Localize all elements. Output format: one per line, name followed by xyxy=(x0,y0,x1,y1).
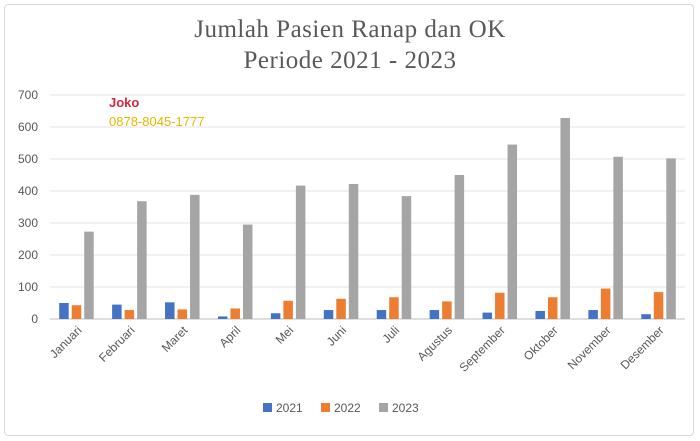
x-tick-label: November xyxy=(565,323,614,372)
bar-2022-april xyxy=(230,308,240,319)
bar-2023-agustus xyxy=(454,175,465,319)
x-tick-label: Mei xyxy=(273,323,297,347)
x-tick-label: April xyxy=(216,323,243,350)
legend-swatch-2021 xyxy=(263,403,272,412)
bar-2023-oktober xyxy=(560,118,570,319)
legend-label-2022: 2022 xyxy=(334,401,361,415)
bar-2021-desember xyxy=(641,314,651,319)
bar-2021-november xyxy=(588,310,598,319)
bar-2022-januari xyxy=(71,305,82,319)
x-tick-label: Oktober xyxy=(521,323,561,363)
y-tick-label: 500 xyxy=(18,152,38,166)
bar-2023-januari xyxy=(84,231,94,319)
bar-2022-juni xyxy=(336,298,346,319)
bar-2022-mei xyxy=(283,300,293,319)
bar-2023-juli xyxy=(401,196,412,319)
bar-2022-maret xyxy=(177,309,188,319)
bar-2021-januari xyxy=(59,303,69,319)
bar-2021-agustus xyxy=(429,310,440,319)
bar-2021-september xyxy=(482,312,493,319)
watermark-name: Joko xyxy=(109,95,140,110)
x-tick-label: Agustus xyxy=(414,323,455,364)
bar-2022-desember xyxy=(653,292,664,319)
y-tick-label: 700 xyxy=(18,88,38,102)
y-tick-label: 400 xyxy=(18,184,38,198)
bar-2021-juli xyxy=(376,310,387,319)
y-tick-label: 0 xyxy=(31,312,38,326)
bar-2023-maret xyxy=(190,194,200,319)
x-tick-label: Januari xyxy=(47,323,85,361)
bar-2022-juli xyxy=(389,297,399,319)
bar-2023-november xyxy=(613,156,623,319)
x-tick-label: Maret xyxy=(159,323,191,355)
bar-2022-september xyxy=(495,292,505,319)
bar-2021-oktober xyxy=(535,311,545,319)
chart-title-line1: Jumlah Pasien Ranap dan OK xyxy=(194,16,506,43)
bar-2022-agustus xyxy=(442,301,452,319)
legend-swatch-2022 xyxy=(321,403,330,412)
bar-2021-juni xyxy=(323,310,334,319)
bar-2023-mei xyxy=(295,185,306,319)
bar-2021-april xyxy=(217,316,228,319)
bar-2023-juni xyxy=(348,183,359,319)
bar-2021-mei xyxy=(270,313,281,319)
y-tick-label: 200 xyxy=(18,248,38,262)
watermark-phone: 0878-8045-1777 xyxy=(109,114,205,129)
y-tick-label: 300 xyxy=(18,216,38,230)
legend-label-2021: 2021 xyxy=(276,401,303,415)
x-tick-label: Juli xyxy=(379,323,402,346)
bar-2022-februari xyxy=(124,310,135,319)
legend-swatch-2023 xyxy=(379,403,388,412)
x-tick-label: Desember xyxy=(618,323,667,372)
y-tick-label: 600 xyxy=(18,120,38,134)
bar-2022-november xyxy=(600,288,611,319)
chart-title-line2: Periode 2021 - 2023 xyxy=(243,47,457,74)
x-tick-label: Februari xyxy=(96,323,137,364)
bar-2021-maret xyxy=(165,302,175,319)
bar-2023-april xyxy=(242,224,253,319)
bar-2023-februari xyxy=(137,201,147,319)
x-tick-label: September xyxy=(457,323,508,374)
bar-2023-september xyxy=(507,144,518,319)
bar-2022-oktober xyxy=(547,297,558,319)
bar-2023-desember xyxy=(666,158,676,319)
bar-2021-februari xyxy=(112,304,122,319)
x-tick-label: Juni xyxy=(324,323,349,348)
y-tick-label: 100 xyxy=(18,280,38,294)
legend-label-2023: 2023 xyxy=(392,401,419,415)
